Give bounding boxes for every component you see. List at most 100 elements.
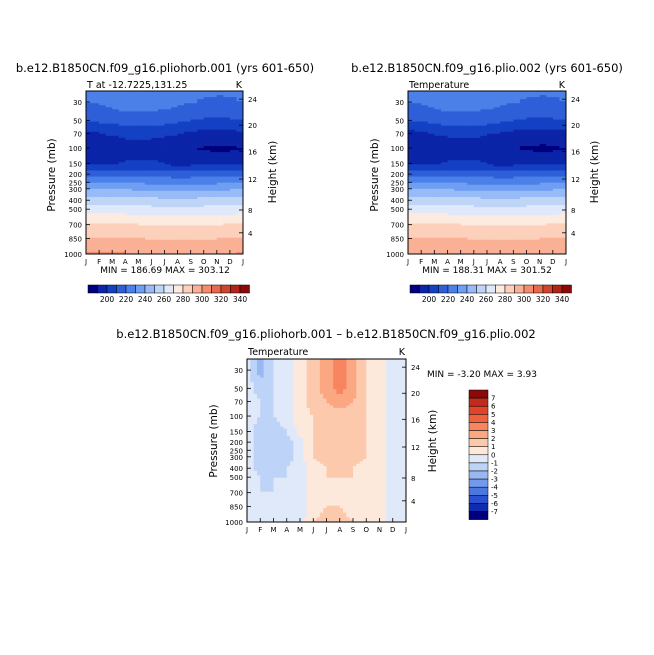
contour-cell <box>493 241 501 245</box>
contour-cell <box>164 186 172 190</box>
contour-cell <box>493 251 501 254</box>
contour-cell <box>454 91 462 94</box>
contour-cell <box>440 113 449 117</box>
contour-cell <box>151 143 159 147</box>
colorbar-label: 220 <box>119 295 134 304</box>
contour-cell <box>105 119 113 123</box>
contour-cell <box>216 97 224 100</box>
contour-cell <box>223 127 231 131</box>
contour-cell <box>92 194 100 198</box>
contour-cell <box>293 377 298 381</box>
contour-cell <box>250 365 255 369</box>
contour-cell <box>112 97 120 100</box>
contour-cell <box>427 223 435 227</box>
contour-cell <box>112 213 120 216</box>
contour-cell <box>539 251 547 254</box>
contour-cell <box>382 386 387 390</box>
contour-cell <box>151 188 159 192</box>
contour-cell <box>236 137 243 141</box>
contour-cell <box>526 129 534 133</box>
contour-cell <box>389 368 394 372</box>
contour-cell <box>118 119 126 123</box>
contour-cell <box>216 245 224 249</box>
contour-cell <box>157 123 166 127</box>
contour-cell <box>118 162 126 165</box>
contour-cell <box>493 109 501 112</box>
contour-cell <box>118 201 126 204</box>
contour-cell <box>99 143 107 147</box>
panel-2-colorbar: 200 220 240 260 280 300 320 340 <box>409 284 572 304</box>
contour-cell <box>454 133 462 137</box>
contour-cell <box>414 174 422 178</box>
contour-cell <box>197 91 205 94</box>
contour-cell <box>306 393 311 397</box>
contour-cell <box>99 182 107 186</box>
contour-cell <box>105 158 113 161</box>
contour-cell <box>125 241 133 245</box>
contour-cell <box>473 241 482 245</box>
contour-cell <box>164 150 172 153</box>
contour-cell <box>171 99 179 102</box>
contour-cell <box>197 176 205 180</box>
contour-cell <box>421 103 429 106</box>
contour-cell <box>349 400 354 404</box>
contour-cell <box>229 125 238 129</box>
contour-cell <box>112 95 120 98</box>
contour-cell <box>290 379 294 383</box>
contour-cell <box>256 375 261 379</box>
contour-cell <box>336 359 341 362</box>
contour-cell <box>366 368 371 372</box>
contour-cell <box>229 186 238 190</box>
contour-cell <box>506 143 514 147</box>
contour-cell <box>326 403 331 407</box>
contour-cell <box>396 393 400 397</box>
contour-cell <box>229 109 238 112</box>
contour-cell <box>112 201 120 204</box>
contour-cell <box>309 379 314 383</box>
contour-cell <box>319 365 324 369</box>
contour-cell <box>366 389 371 393</box>
contour-cell <box>533 111 541 115</box>
contour-cell <box>440 213 449 216</box>
contour-cell <box>382 398 387 402</box>
contour-cell <box>546 217 554 220</box>
contour-cell <box>414 198 422 202</box>
month-tick-label: A <box>498 258 503 266</box>
contour-cell <box>250 398 255 402</box>
contour-cell <box>229 203 238 206</box>
contour-cell <box>118 170 126 174</box>
pressure-tick-label: 400 <box>391 197 404 205</box>
contour-cell <box>164 215 172 218</box>
contour-cell <box>362 403 367 407</box>
contour-cell <box>533 93 541 96</box>
month-tick-label: N <box>537 258 542 266</box>
contour-cell <box>197 150 205 153</box>
contour-cell <box>92 192 100 196</box>
contour-cell <box>460 247 468 251</box>
contour-cell <box>454 170 462 174</box>
contour-cell <box>447 129 455 133</box>
contour-cell <box>533 119 541 123</box>
contour-cell <box>190 201 198 204</box>
contour-cell <box>216 162 224 165</box>
pressure-tick-label: 500 <box>69 206 82 214</box>
contour-cell <box>526 95 534 98</box>
contour-cell <box>131 241 139 245</box>
contour-cell <box>223 146 231 149</box>
contour-cell <box>414 227 422 231</box>
contour-cell <box>369 359 374 362</box>
contour-cell <box>513 103 521 106</box>
contour-cell <box>506 103 514 106</box>
contour-cell <box>559 168 566 172</box>
contour-cell <box>487 119 495 123</box>
contour-cell <box>473 158 482 161</box>
contour-cell <box>519 207 528 210</box>
contour-cell <box>343 391 347 395</box>
contour-cell <box>131 148 139 151</box>
contour-cell <box>296 377 301 381</box>
contour-cell <box>118 178 126 182</box>
contour-cell <box>144 99 153 102</box>
contour-cell <box>519 168 528 172</box>
contour-cell <box>506 113 514 117</box>
contour-cell <box>236 239 243 243</box>
